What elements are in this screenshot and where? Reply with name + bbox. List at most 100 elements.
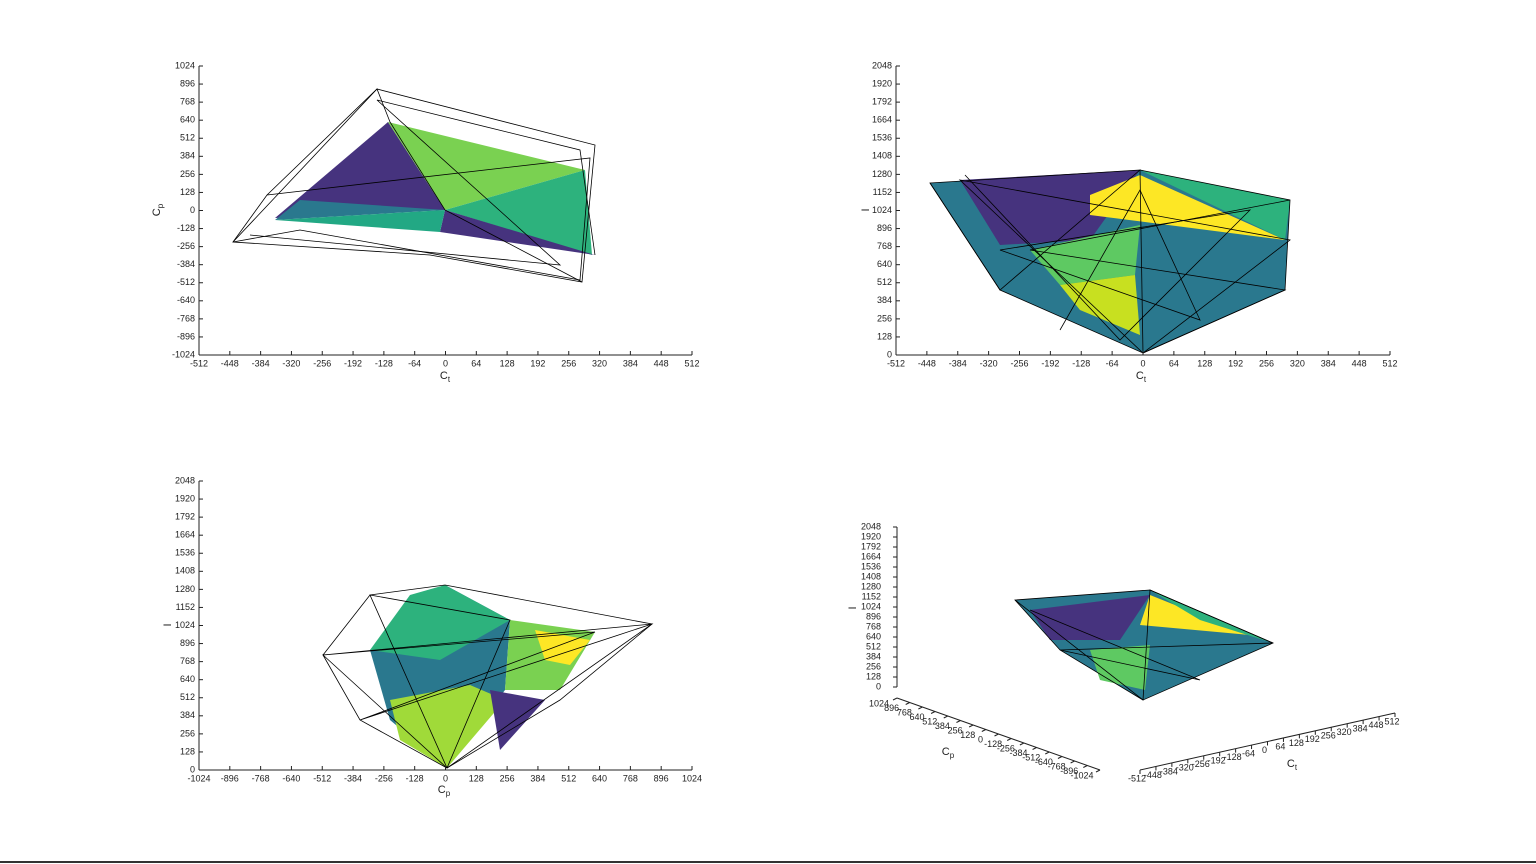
tick-label: 768 xyxy=(897,707,912,717)
axis-label-main: C xyxy=(151,208,163,216)
tick-label: 320 xyxy=(1290,358,1305,368)
tick-label: 768 xyxy=(866,621,881,631)
axis-label-main: C xyxy=(440,370,448,382)
tick-label: -256 xyxy=(1192,759,1210,769)
tick-label: 512 xyxy=(684,358,699,368)
tick-label: 896 xyxy=(884,703,899,713)
tick-label: -320 xyxy=(282,358,300,368)
tick-label: 1152 xyxy=(873,187,892,197)
tick-label: -64 xyxy=(408,358,421,368)
tick-label: -512 xyxy=(190,358,208,368)
tick-label: -640 xyxy=(1035,757,1053,767)
tick-label: 1024 xyxy=(175,620,195,630)
tick-label: 1152 xyxy=(176,602,195,612)
tick-label: -448 xyxy=(918,358,936,368)
tick-label: -448 xyxy=(221,358,239,368)
tick-label: 448 xyxy=(1369,720,1384,730)
axis-label: Cp xyxy=(151,203,165,216)
axis-label: I xyxy=(860,208,872,211)
axis-label: Ct xyxy=(1287,758,1298,772)
tick-label: -768 xyxy=(1048,761,1066,771)
tick-label: 1536 xyxy=(861,561,881,571)
tick-label: 64 xyxy=(1169,358,1179,368)
tick-mark xyxy=(1045,751,1050,755)
tick-label: 1280 xyxy=(872,169,892,179)
tick-label: 192 xyxy=(1305,734,1320,744)
tick-label: 256 xyxy=(180,728,195,738)
tick-mark xyxy=(1083,765,1088,768)
tick-label: 0 xyxy=(887,349,892,359)
tick-label: 1408 xyxy=(175,566,195,576)
tick-label: 0 xyxy=(190,764,195,774)
tick-label: -768 xyxy=(177,313,195,323)
axis-label-main: I xyxy=(860,208,872,211)
axis-label: Cp xyxy=(438,784,451,798)
tick-label: -128 xyxy=(177,223,195,233)
tick-label: -640 xyxy=(282,773,300,783)
tick-mark xyxy=(1032,747,1037,750)
tick-label: 1024 xyxy=(872,205,892,215)
tick-mark xyxy=(1006,738,1012,741)
tick-label: 1664 xyxy=(861,551,881,561)
tick-mark xyxy=(1057,756,1063,759)
tick-label: 1024 xyxy=(175,60,195,70)
tick-label: 0 xyxy=(876,681,881,691)
tick-label: -512 xyxy=(887,358,905,368)
tick-mark xyxy=(1095,769,1101,773)
gamut-volume xyxy=(1014,589,1275,701)
tick-label: 1792 xyxy=(175,512,195,522)
tick-label: -1024 xyxy=(187,773,210,783)
tick-label: -1024 xyxy=(172,349,195,359)
tick-label: 768 xyxy=(877,241,892,251)
tick-label: -128 xyxy=(406,773,424,783)
tick-label: 896 xyxy=(180,78,195,88)
tick-label: 384 xyxy=(530,773,545,783)
tick-label: 384 xyxy=(935,721,950,731)
tick-label: 0 xyxy=(978,734,983,744)
tick-label: -128 xyxy=(1224,752,1242,762)
tick-label: 128 xyxy=(180,187,195,197)
axis-label-main: C xyxy=(942,746,950,758)
tick-label: -384 xyxy=(344,773,362,783)
tick-label: 1024 xyxy=(682,773,702,783)
tick-label: 1664 xyxy=(872,115,892,125)
tick-label: 768 xyxy=(623,773,638,783)
tick-label: -256 xyxy=(1010,358,1028,368)
tick-label: 2048 xyxy=(872,60,892,70)
tick-label: 768 xyxy=(180,97,195,107)
tick-label: 1024 xyxy=(861,601,881,611)
axis-label-sub: t xyxy=(1295,763,1298,772)
tick-label: -64 xyxy=(1242,748,1255,758)
tick-label: 256 xyxy=(500,773,515,783)
tick-label: 1024 xyxy=(869,698,889,708)
tick-label: -512 xyxy=(313,773,331,783)
tick-label: -128 xyxy=(1072,358,1090,368)
tick-label: -64 xyxy=(1106,358,1119,368)
tick-label: -192 xyxy=(1041,358,1059,368)
tick-label: 384 xyxy=(1321,358,1336,368)
axis-label-main: I xyxy=(847,606,859,609)
tick-label: -384 xyxy=(177,259,195,269)
tick-label: 0 xyxy=(1140,358,1145,368)
tick-label: -192 xyxy=(344,358,362,368)
tick-label: 0 xyxy=(443,773,448,783)
tick-label: 1536 xyxy=(175,548,195,558)
tick-label: 1280 xyxy=(861,581,881,591)
tick-label: 512 xyxy=(1384,716,1399,726)
tick-mark xyxy=(905,702,910,705)
tick-label: 0 xyxy=(1262,745,1267,755)
tick-label: 1152 xyxy=(862,591,881,601)
tick-label: 128 xyxy=(866,671,881,681)
tick-label: -256 xyxy=(313,358,331,368)
tick-label: 64 xyxy=(1275,741,1285,751)
tick-label: -448 xyxy=(1144,770,1162,780)
tick-label: -256 xyxy=(375,773,393,783)
tick-label: -320 xyxy=(1176,763,1194,773)
tick-label: -384 xyxy=(1160,766,1178,776)
tick-label: -768 xyxy=(252,773,270,783)
tick-label: 512 xyxy=(1382,358,1397,368)
tick-mark xyxy=(930,711,936,714)
tick-label: 128 xyxy=(877,331,892,341)
tick-mark xyxy=(918,706,923,710)
